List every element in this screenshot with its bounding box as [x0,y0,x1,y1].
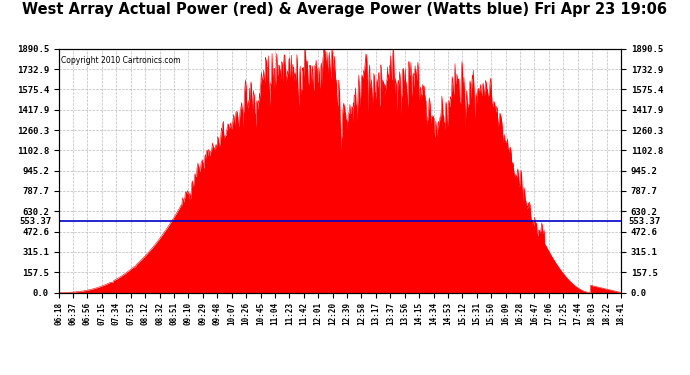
Text: 553.37: 553.37 [628,217,660,226]
Text: West Array Actual Power (red) & Average Power (Watts blue) Fri Apr 23 19:06: West Array Actual Power (red) & Average … [23,2,667,17]
Text: 553.37: 553.37 [19,217,52,226]
Text: Copyright 2010 Cartronics.com: Copyright 2010 Cartronics.com [61,56,181,65]
